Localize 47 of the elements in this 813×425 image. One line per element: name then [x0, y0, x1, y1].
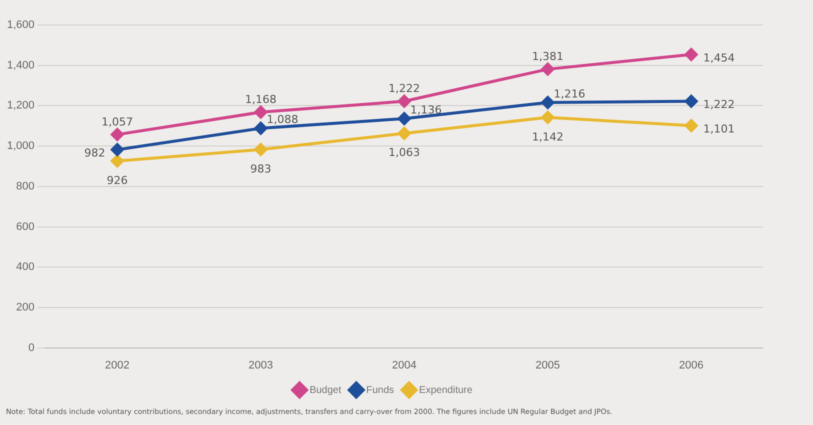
point — [110, 154, 124, 168]
point — [110, 128, 124, 142]
data-label: 983 — [250, 162, 272, 176]
x-tick-label: 2003 — [248, 359, 274, 372]
y-tick-label: 1,200 — [6, 100, 35, 112]
data-label: 1,063 — [388, 146, 420, 160]
x-tick-label: 2006 — [679, 359, 704, 372]
point — [684, 94, 698, 108]
data-label: 1,101 — [703, 122, 735, 136]
point — [254, 142, 268, 156]
point — [684, 119, 698, 132]
point — [541, 96, 554, 109]
data-label: 982 — [84, 146, 106, 160]
data-label: 1,222 — [703, 98, 735, 112]
y-tick-label: 400 — [16, 261, 35, 274]
data-label: 1,136 — [410, 103, 442, 116]
y-tick-label: 1,000 — [6, 140, 35, 152]
data-label: 1,057 — [102, 115, 134, 128]
y-tick-label: 1,400 — [6, 59, 35, 72]
point — [398, 112, 411, 126]
point — [254, 122, 268, 135]
data-label: 1,216 — [554, 87, 586, 100]
x-tick-label: 2002 — [105, 359, 130, 372]
data-label: 1,381 — [532, 50, 564, 64]
data-label: 1,222 — [388, 82, 420, 96]
legend-label: Expenditure — [419, 384, 473, 396]
point — [110, 143, 124, 156]
point — [541, 62, 554, 76]
point — [541, 110, 554, 124]
data-label: 1,454 — [703, 51, 735, 64]
data-label: 1,142 — [532, 130, 564, 144]
point — [684, 48, 698, 61]
y-tick-label: 800 — [16, 180, 35, 192]
point — [254, 106, 268, 119]
legend-label: Budget — [310, 384, 342, 396]
point — [398, 126, 411, 140]
y-tick-label: 600 — [16, 220, 35, 233]
legend-label: Funds — [366, 384, 394, 396]
y-tick-label: 0 — [28, 342, 35, 354]
point — [398, 94, 411, 108]
data-label: 1,168 — [245, 93, 277, 106]
data-label: 1,088 — [266, 113, 298, 126]
data-label: 926 — [106, 174, 128, 187]
x-tick-label: 2005 — [536, 359, 560, 372]
y-tick-label: 1,600 — [6, 19, 35, 32]
y-tick-label: 200 — [16, 301, 35, 314]
x-tick-label: 2004 — [392, 359, 417, 372]
